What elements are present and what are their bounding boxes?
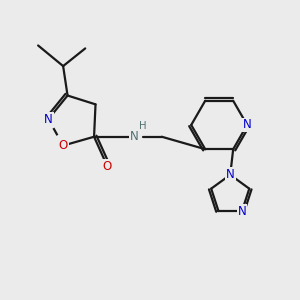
Text: N: N — [238, 205, 246, 218]
Text: N: N — [130, 130, 139, 143]
Text: O: O — [58, 139, 68, 152]
Text: O: O — [103, 160, 112, 173]
Text: N: N — [226, 168, 235, 181]
Text: N: N — [243, 118, 251, 131]
Text: N: N — [44, 112, 53, 126]
Text: H: H — [140, 121, 147, 130]
